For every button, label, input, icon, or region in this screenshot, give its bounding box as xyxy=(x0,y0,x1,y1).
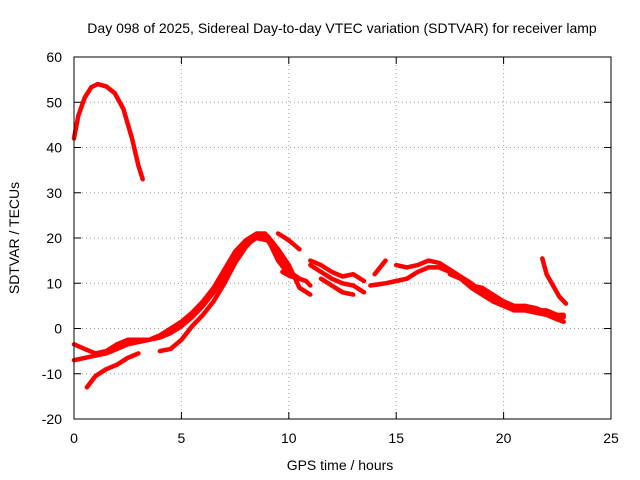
series-line-track-d xyxy=(157,233,313,354)
y-tick-label: 30 xyxy=(46,185,62,201)
y-tick-label: 10 xyxy=(46,275,62,291)
y-tick-label: -20 xyxy=(42,411,62,427)
y-tick-label: 20 xyxy=(46,230,62,246)
series-line-track-i xyxy=(318,276,356,297)
y-tick-label: 0 xyxy=(54,321,62,337)
axis-ticks: 0 5 10 15 20 25 -20 -10 0 10 20 30 40 50 60 xyxy=(42,49,619,446)
x-tick-label: 5 xyxy=(178,430,186,446)
x-tick-label: 20 xyxy=(496,430,512,446)
x-tick-label: 15 xyxy=(388,430,404,446)
series-line-track-h xyxy=(308,262,367,295)
series-line-track-n xyxy=(540,256,569,306)
series-line-track-m xyxy=(447,271,566,318)
x-tick-label: 0 xyxy=(70,430,78,446)
x-axis-label: GPS time / hours xyxy=(287,457,394,473)
series-line-track-g xyxy=(308,258,367,284)
y-tick-label: 60 xyxy=(46,49,62,65)
series-line-track-early-peak xyxy=(71,81,145,182)
series-group xyxy=(71,81,569,390)
y-tick-label: -10 xyxy=(42,366,62,382)
series-line-track-e xyxy=(275,231,302,252)
y-tick-label: 50 xyxy=(46,94,62,110)
series-line-track-b xyxy=(71,235,313,363)
y-tick-label: 40 xyxy=(46,140,62,156)
series-line-track-f xyxy=(280,269,302,281)
y-axis-label: SDTVAR / TECUs xyxy=(6,182,22,294)
series-line-track-c xyxy=(84,351,141,390)
series-line-track-k xyxy=(368,265,566,324)
x-tick-label: 25 xyxy=(603,430,619,446)
x-tick-label: 10 xyxy=(281,430,297,446)
series-line-track-j xyxy=(372,258,388,277)
grid xyxy=(74,57,611,419)
chart-title: Day 098 of 2025, Sidereal Day-to-day VTE… xyxy=(87,20,597,36)
